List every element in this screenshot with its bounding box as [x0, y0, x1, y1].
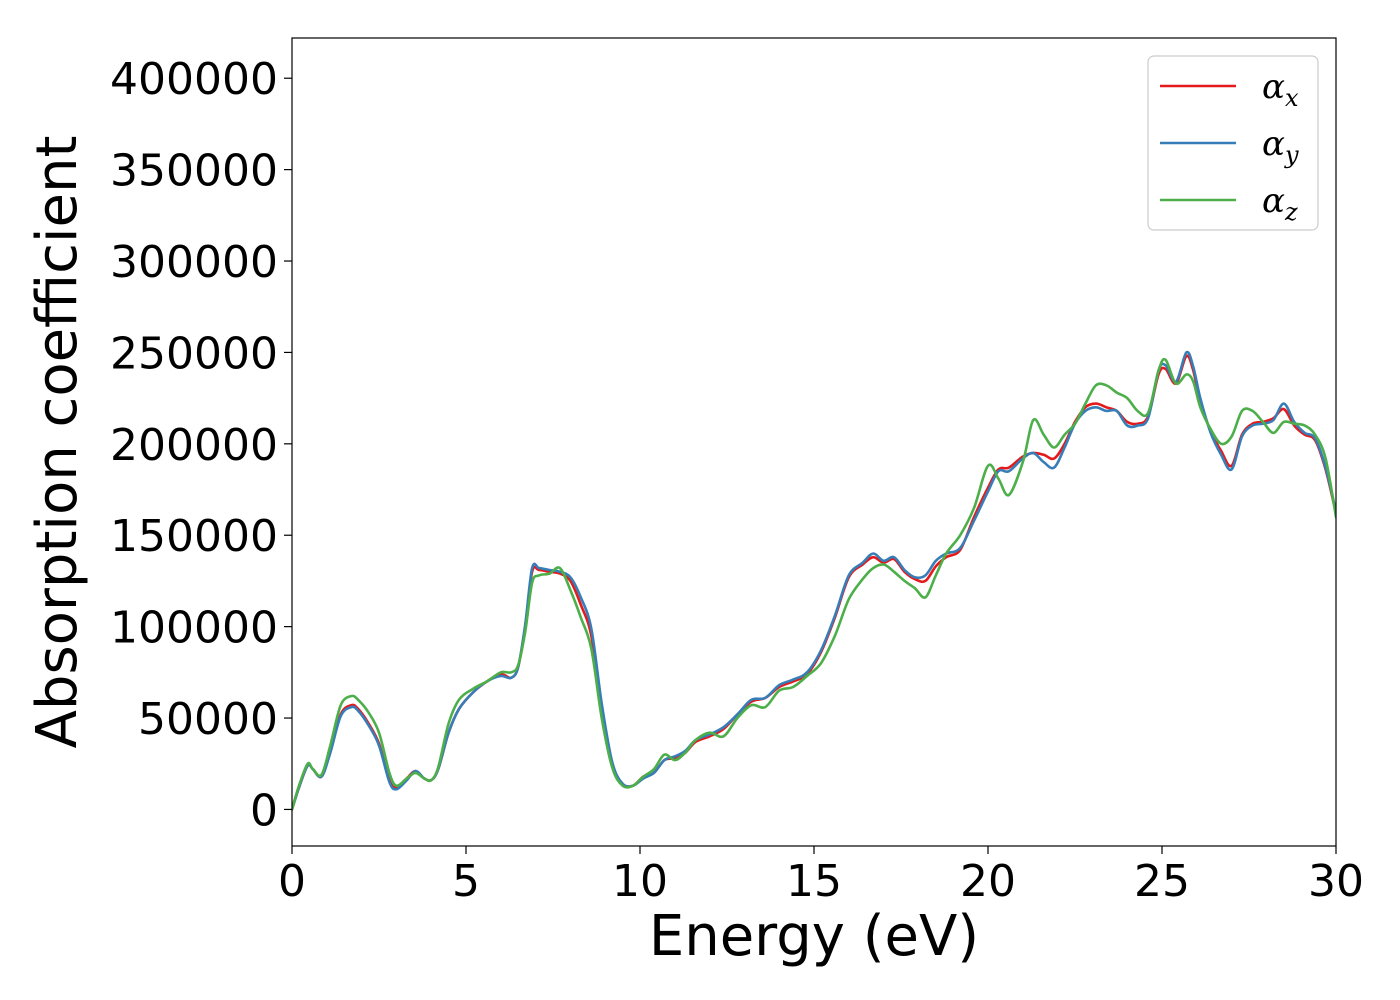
- y-tick-label: 0: [250, 785, 278, 836]
- y-tick-label: 50000: [138, 694, 278, 745]
- series-layer: [292, 350, 1336, 811]
- series-line-z: [292, 357, 1336, 811]
- x-tick-label: 25: [1134, 856, 1190, 907]
- x-tick-label: 10: [612, 856, 668, 907]
- legend-label-y: αy: [1262, 124, 1299, 169]
- y-axis-title: Absorption coefficient: [25, 136, 90, 749]
- y-tick-label: 400000: [110, 54, 278, 105]
- x-tick-label: 20: [960, 856, 1016, 907]
- x-tick-label: 0: [278, 856, 306, 907]
- y-tick-label: 250000: [110, 328, 278, 379]
- x-tick-label: 30: [1308, 856, 1364, 907]
- y-tick-label: 100000: [110, 603, 278, 654]
- axis-ticks: 0 5 10 15 20 25 30 0 50000 100000 150000 200000 2500…: [110, 54, 1364, 907]
- y-tick-label: 150000: [110, 511, 278, 562]
- y-tick-label: 350000: [110, 146, 278, 197]
- series-line-x: [292, 354, 1336, 811]
- chart-legend: αx αy αz: [1147, 55, 1319, 231]
- y-tick-label: 200000: [110, 420, 278, 471]
- y-tick-label: 300000: [110, 237, 278, 288]
- x-tick-label: 15: [786, 856, 842, 907]
- x-axis-title: Energy (eV): [649, 904, 979, 969]
- x-tick-label: 5: [452, 856, 480, 907]
- legend-label-x: αx: [1262, 67, 1299, 112]
- legend-label-z: αz: [1262, 181, 1298, 226]
- series-line-y: [292, 350, 1336, 811]
